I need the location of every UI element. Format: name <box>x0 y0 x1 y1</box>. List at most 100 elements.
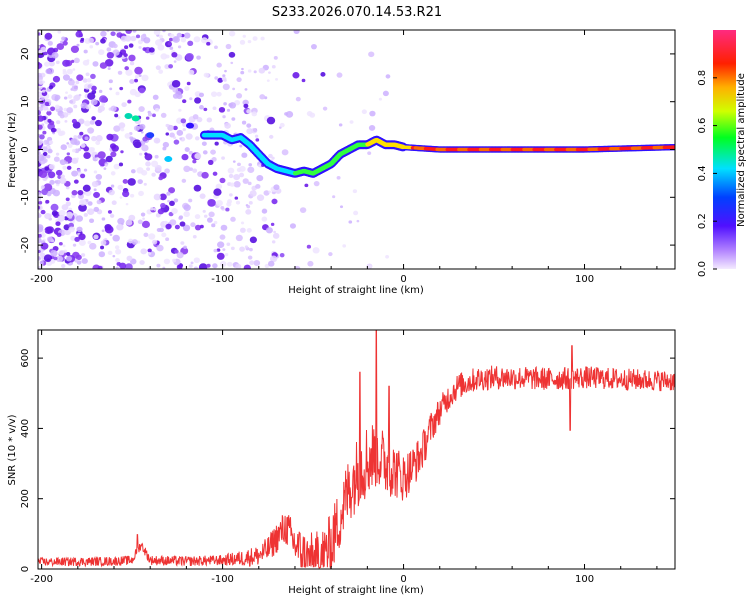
spectrogram-cell <box>183 245 187 250</box>
spectrogram-cell <box>41 97 45 101</box>
spectrogram-cell <box>124 263 133 269</box>
spectrogram-cell <box>78 93 82 97</box>
spectrogram-cell <box>151 172 156 177</box>
spectrogram-cell <box>98 49 105 56</box>
spectrogram-cell <box>110 171 116 176</box>
spectrogram-cell <box>109 87 113 91</box>
spectrogram-cell <box>247 40 252 44</box>
spectrogram-cell <box>272 232 280 239</box>
spectrogram-cell <box>166 191 171 196</box>
spectrogram-cell <box>91 180 99 188</box>
spectrogram-cell <box>70 138 78 145</box>
spectrogram-cell <box>38 205 41 210</box>
spectrogram-cell <box>181 153 189 161</box>
spectrogram-cell <box>162 146 167 151</box>
spectrogram-cell <box>157 208 165 215</box>
spectrogram-cell <box>385 255 390 259</box>
spectrogram-cell <box>89 242 97 250</box>
spectrogram-cell <box>194 214 201 220</box>
spectrogram-cell <box>127 99 132 104</box>
spectrogram-cell <box>162 30 166 33</box>
spectrogram-cell <box>146 167 151 171</box>
spectrogram-cell <box>221 156 225 160</box>
spectrogram-cell <box>169 46 174 50</box>
spectrogram-cell <box>273 184 280 191</box>
spectrogram-cell <box>38 61 41 66</box>
spectrogram-cell <box>78 233 86 241</box>
spectrogram-cell <box>63 96 68 100</box>
spectrogram-cell <box>110 31 116 37</box>
spectrogram-cell <box>137 219 143 225</box>
spectrogram-cell <box>207 159 214 165</box>
spectrogram-cell <box>96 199 102 205</box>
spectrogram-cell <box>378 97 383 101</box>
spectrogram-cell <box>71 85 78 92</box>
spectrogram-cell <box>140 131 144 134</box>
spectrogram-cell <box>73 135 78 139</box>
spectrogram-cell <box>38 233 42 238</box>
spectrogram-cell <box>111 144 119 152</box>
spectrogram-cell <box>83 146 90 152</box>
spectrogram-cell <box>247 181 252 186</box>
spectrogram-cell <box>214 141 219 146</box>
spectrogram-cell <box>46 154 51 159</box>
spectrogram-cell <box>165 132 170 136</box>
spectrogram-cell <box>182 122 188 127</box>
spectrogram-cell <box>67 143 73 149</box>
spectrogram-cell <box>48 60 55 67</box>
spectrogram-cell <box>185 133 193 140</box>
spectrogram-y-tick-label: -10 <box>20 189 31 205</box>
spectrogram-cell <box>117 70 123 75</box>
spectrogram-cell <box>98 105 105 112</box>
spectrogram-cell <box>332 195 336 199</box>
spectrogram-cell <box>235 234 243 242</box>
spectrogram-cell <box>193 36 201 43</box>
spectrogram-cell <box>100 38 106 44</box>
spectrogram-cell <box>52 75 61 83</box>
spectrogram-cell <box>80 143 86 148</box>
spectrogram-cell <box>60 40 64 44</box>
spectrogram-cell <box>203 107 208 112</box>
spectrogram-cell <box>63 249 68 253</box>
spectrogram-cell <box>239 165 246 172</box>
spectrogram-cell <box>156 263 161 268</box>
spectrogram-cell <box>192 159 197 164</box>
spectrogram-cell <box>167 199 170 203</box>
spectrogram-cell <box>59 159 67 166</box>
spectrogram-cell <box>122 190 130 198</box>
spectrogram-hotspot <box>146 132 155 139</box>
spectrogram-hotspot <box>186 122 195 129</box>
spectrogram-cell <box>253 259 261 267</box>
spectrogram-cell <box>78 203 87 212</box>
spectrogram-cell <box>212 263 218 269</box>
spectrogram-cell <box>192 168 198 173</box>
spectrogram-cell <box>81 258 88 264</box>
spectrogram-cell <box>109 213 115 218</box>
spectrogram-cell <box>171 208 178 215</box>
spectrogram-cell <box>229 102 237 109</box>
spectrogram-cell <box>208 211 215 218</box>
spectrogram-cell <box>251 111 258 117</box>
spectrogram-cell <box>87 240 92 245</box>
spectrogram-cell <box>265 227 273 234</box>
spectrogram-cell <box>38 198 42 202</box>
spectrogram-cell <box>225 207 230 212</box>
spectrogram-cell <box>61 263 66 268</box>
spectrogram-cell <box>40 209 46 215</box>
spectrogram-cell <box>141 170 148 176</box>
spectrogram-cell <box>169 200 175 207</box>
spectrogram-cell <box>256 175 264 182</box>
spectrogram-cell <box>139 152 143 156</box>
spectrogram-cell <box>247 255 253 260</box>
spectrogram-cell <box>382 90 389 97</box>
spectrogram-cell <box>178 108 182 112</box>
spectrogram-cell <box>93 191 100 199</box>
spectrogram-cell <box>246 204 251 209</box>
spectrogram-cell <box>87 208 95 215</box>
spectrogram-cell <box>161 232 167 238</box>
spectrogram-cell <box>248 201 253 205</box>
spectrogram-cell <box>43 139 49 145</box>
spectrogram-cell <box>240 70 245 75</box>
spectrogram-cell <box>73 104 78 109</box>
spectrogram-cell <box>349 120 354 124</box>
